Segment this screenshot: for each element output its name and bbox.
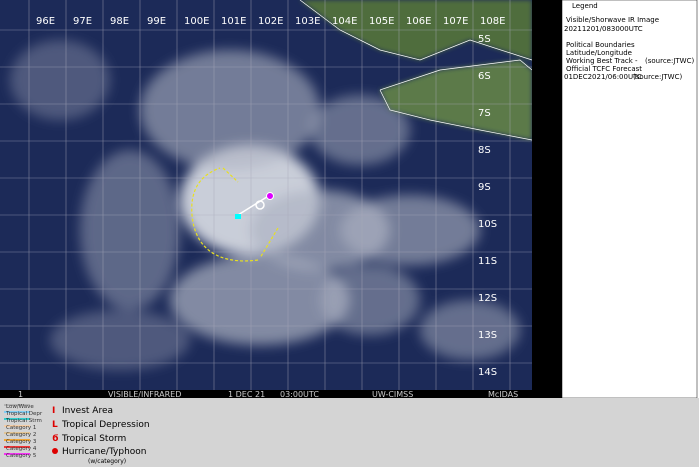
longitude-label: 103E <box>295 16 320 27</box>
latitude-label: 13S <box>478 330 497 341</box>
legend-text: Latitude/Longitude <box>566 49 632 57</box>
longitude-label: 102E <box>258 16 283 27</box>
legend-panel: Legend Visible/Shorwave IR Image 2021120… <box>561 0 698 399</box>
footer-text: 1 <box>18 390 23 399</box>
latitude-label: 9S <box>478 182 491 193</box>
separator <box>532 0 562 398</box>
footer-text: VISIBLE/INFRARED <box>108 390 181 399</box>
legend-text: 01DEC2021/06:00UTC <box>564 73 642 81</box>
svg-text:I: I <box>52 406 55 416</box>
latitude-label: 8S <box>478 145 491 156</box>
longitude-label: 108E <box>480 16 505 27</box>
longitude-label: 97E <box>73 16 92 27</box>
intensity-label: Category 3 <box>6 439 37 445</box>
intensity-label: Low/Wave <box>6 404 34 410</box>
footer-text: McIDAS <box>488 390 518 399</box>
symbol-label: Tropical Storm <box>61 434 126 444</box>
intensity-label: Tropical Strm <box>5 418 42 424</box>
legend-text: 20211201/083000UTC <box>564 25 643 33</box>
longitude-label: 105E <box>369 16 394 27</box>
legend-text: Official TCFC Forecast <box>566 65 642 73</box>
longitude-label: 96E <box>36 16 55 27</box>
legend-text: (source:JTWC) <box>645 57 694 65</box>
footer-text: UW-CIMSS <box>372 390 413 399</box>
latitude-label: 11S <box>478 256 497 267</box>
legend-text: Visible/Shorwave IR Image <box>566 16 659 24</box>
footer-text: 1 DEC 21 <box>228 390 265 399</box>
longitude-label: 98E <box>110 16 129 27</box>
latitude-label: 12S <box>478 293 497 304</box>
footer-bar <box>0 390 562 398</box>
intensity-label: Tropical Depr <box>5 411 43 417</box>
svg-text:L: L <box>52 420 58 430</box>
intensity-label: Category 5 <box>6 453 37 459</box>
legend-text: Working Best Track - <box>566 57 638 65</box>
legend-text: (source:JTWC) <box>633 73 682 81</box>
footer-text: 03:00UTC <box>280 390 319 399</box>
longitude-label: 107E <box>443 16 468 27</box>
longitude-label: 100E <box>184 16 209 27</box>
latitude-labels: 5S 6S 7S 8S 9S 10S 11S 12S 13S 14S <box>478 34 497 378</box>
legend-title: Legend <box>572 2 598 10</box>
symbol-note: (w/category) <box>88 458 126 465</box>
satellite-image <box>0 0 533 390</box>
symbol-label: Hurricane/Typhoon <box>62 447 147 457</box>
latitude-label: 10S <box>478 219 497 230</box>
intensity-label: Category 4 <box>6 446 37 452</box>
latitude-label: 6S <box>478 71 491 82</box>
footer: 1 VISIBLE/INFRARED 1 DEC 21 03:00UTC UW-… <box>18 390 518 399</box>
longitude-label: 99E <box>147 16 166 27</box>
latitude-label: 5S <box>478 34 491 45</box>
svg-text:ϭ: ϭ <box>52 433 59 444</box>
longitude-labels: 96E 97E 98E 99E 100E 101E 102E 103E 104E 105E 106E… <box>36 16 505 27</box>
latitude-label: 7S <box>478 108 491 119</box>
longitude-label: 104E <box>332 16 357 27</box>
storm-track <box>191 167 279 262</box>
symbol-label: Tropical Depression <box>61 420 150 430</box>
legend-text: Political Boundaries <box>566 41 635 49</box>
intensity-label: Category 1 <box>6 425 36 431</box>
longitude-label: 101E <box>221 16 246 27</box>
symbol-label: Invest Area <box>62 406 113 416</box>
latitude-label: 14S <box>478 367 497 378</box>
intensity-label: Category 2 <box>6 432 36 438</box>
longitude-label: 106E <box>406 16 431 27</box>
